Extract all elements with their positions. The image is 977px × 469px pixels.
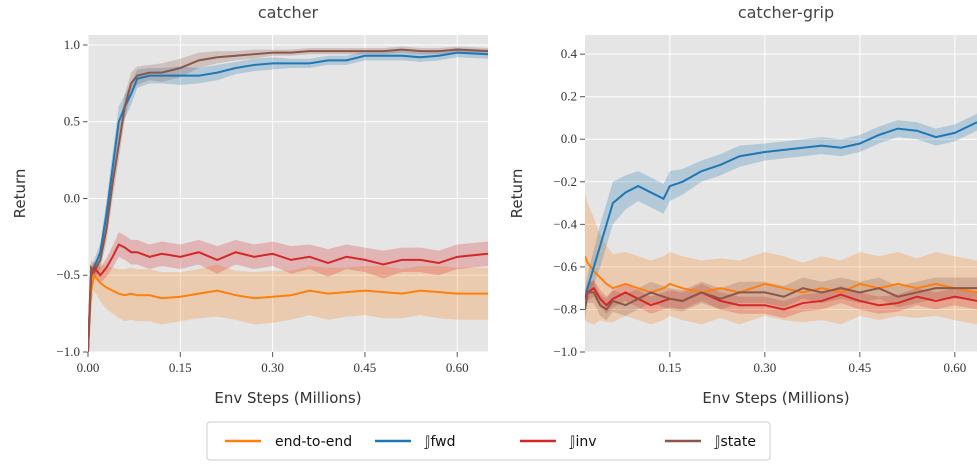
x-tick-label: 0.45 [848,360,871,375]
x-tick-label: 0.15 [169,360,192,375]
y-tick-label: −0.5 [56,267,80,282]
legend-label: 𝕁inv [569,434,597,450]
x-tick-label: 0.30 [261,360,284,375]
legend-box [206,421,771,461]
y-tick-label: 0.4 [561,46,578,61]
series-line [88,243,488,352]
legend-label: 𝕁fwd [424,434,456,450]
y-axis-label: Return [508,169,526,219]
series-line [585,286,977,311]
error-band [585,279,977,318]
chart-title: catcher [258,3,319,22]
x-axis-label: Env Steps (Millions) [214,389,361,407]
y-axis-label: Return [11,169,29,219]
y-tick-label: −1.0 [56,344,80,359]
y-tick-label: 1.0 [64,37,80,52]
series-line [88,48,488,352]
y-tick-label: −0.8 [553,301,577,316]
x-tick-label: 0.60 [943,360,966,375]
x-tick-label: 0.15 [658,360,681,375]
legend-label: 𝕁state [714,434,756,450]
series-line [585,255,977,294]
y-tick-label: 0.5 [64,114,80,129]
plot-area [88,35,488,352]
error-band [585,113,977,310]
error-band [585,192,977,325]
error-band [88,232,488,352]
plot-series [88,46,488,352]
x-tick-label: 0.30 [753,360,776,375]
y-tick-label: 0.2 [561,89,577,104]
y-tick-label: −0.2 [553,174,577,189]
series-line [585,121,977,300]
x-tick-label: 0.45 [354,360,377,375]
series-line [585,287,977,311]
x-tick-label: 0.60 [446,360,469,375]
legend-label: end-to-end [275,434,352,450]
y-tick-label: −0.6 [553,259,577,274]
y-tick-label: −0.4 [553,216,577,231]
x-axis-label: Env Steps (Millions) [702,389,849,407]
y-tick-label: 0.0 [561,131,577,146]
chart-title: catcher-grip [738,3,834,22]
series-line [88,51,488,352]
series-line [88,272,488,352]
error-band [88,259,488,352]
plot-series [585,113,977,325]
x-tick-label: 0.00 [77,360,100,375]
y-tick-label: −1.0 [553,344,577,359]
y-tick-label: 0.0 [64,190,80,205]
